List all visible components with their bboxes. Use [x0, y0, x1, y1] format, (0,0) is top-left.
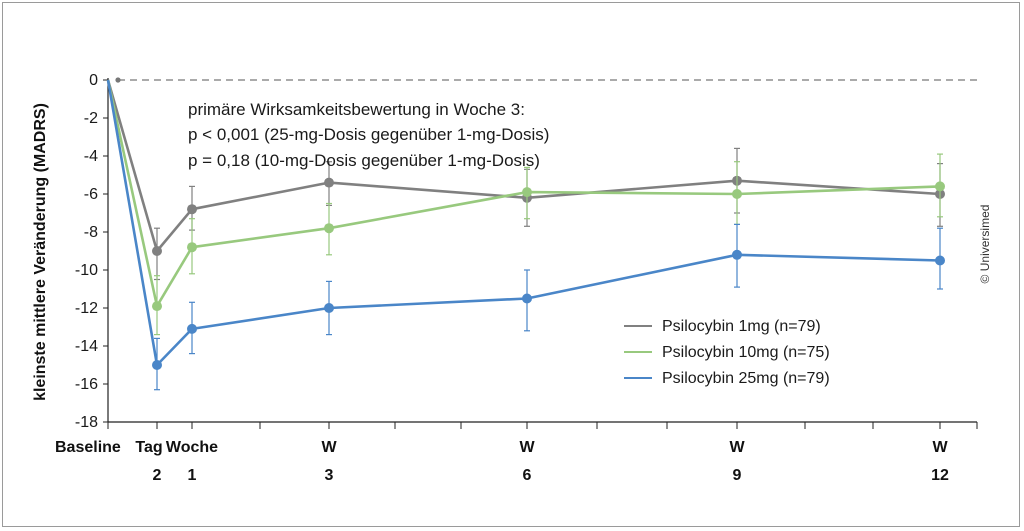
data-point	[324, 223, 334, 234]
x-tick-label: 2	[153, 467, 162, 484]
y-tick-label: -16	[75, 376, 98, 393]
x-tick-label: 12	[931, 467, 949, 484]
data-point	[187, 242, 197, 253]
grid-layer	[115, 77, 977, 83]
x-tick-label: W	[729, 439, 745, 456]
y-tick-label: -4	[84, 148, 98, 165]
y-tick-label: 0	[89, 72, 98, 89]
x-tick-label: Woche	[166, 439, 218, 456]
x-tick-label: W	[321, 439, 337, 456]
series-group	[106, 79, 945, 336]
x-tick-label: 3	[325, 467, 334, 484]
data-point	[324, 177, 334, 188]
legend-entry: Psilocybin 1mg (n=79)	[662, 318, 821, 335]
y-tick-label: -8	[84, 224, 98, 241]
zero-line-marker	[115, 77, 121, 83]
annotation-line: p < 0,001 (25-mg-Dosis gegenüber 1-mg-Do…	[188, 125, 549, 144]
legend-entry: Psilocybin 10mg (n=75)	[662, 344, 830, 361]
y-tick-label: -14	[75, 338, 98, 355]
data-point	[935, 255, 945, 266]
y-tick-label: -6	[84, 186, 98, 203]
legend: Psilocybin 1mg (n=79) Psilocybin 10mg (n=…	[624, 318, 830, 387]
data-point	[324, 303, 334, 313]
copyright-credit: © Universimed	[978, 205, 992, 284]
y-tick-label: -2	[84, 110, 98, 127]
data-point	[522, 187, 532, 198]
data-point	[152, 301, 162, 312]
annotation-line: primäre Wirksamkeitsbewertung in Woche 3…	[188, 100, 525, 119]
legend-entry: Psilocybin 25mg (n=79)	[662, 370, 830, 387]
series-layer	[106, 79, 945, 391]
y-axis-label: kleinste mittlere Veränderung (MADRS)	[32, 103, 49, 401]
y-tick-label: -12	[75, 300, 98, 317]
data-point	[935, 181, 945, 192]
data-point	[187, 204, 197, 215]
data-point	[732, 189, 742, 199]
x-tick-label: 1	[188, 467, 197, 484]
y-tick-label: -18	[75, 414, 98, 431]
x-tick-label: 6	[523, 467, 532, 484]
x-tick-label: Tag	[135, 439, 162, 456]
y-tick-label: -10	[75, 262, 98, 279]
series-group	[106, 79, 945, 391]
annotation-box: primäre Wirksamkeitsbewertung in Woche 3…	[188, 100, 549, 170]
data-point	[152, 360, 162, 370]
data-point	[522, 293, 532, 304]
axes-layer: 0 -2 -4 -6 -8 -10 -12 -14 -16 -18 Baseline Tag 2Woch…	[55, 72, 978, 484]
x-tick-label: W	[519, 439, 535, 456]
x-tick-label: Baseline	[55, 439, 121, 456]
data-point	[187, 323, 197, 334]
data-point	[152, 246, 162, 256]
annotation-line: p = 0,18 (10-mg-Dosis gegenüber 1-mg-Dos…	[188, 151, 540, 170]
data-point	[732, 249, 742, 260]
x-tick-label: 9	[733, 467, 742, 484]
x-tick-label: W	[932, 439, 948, 456]
